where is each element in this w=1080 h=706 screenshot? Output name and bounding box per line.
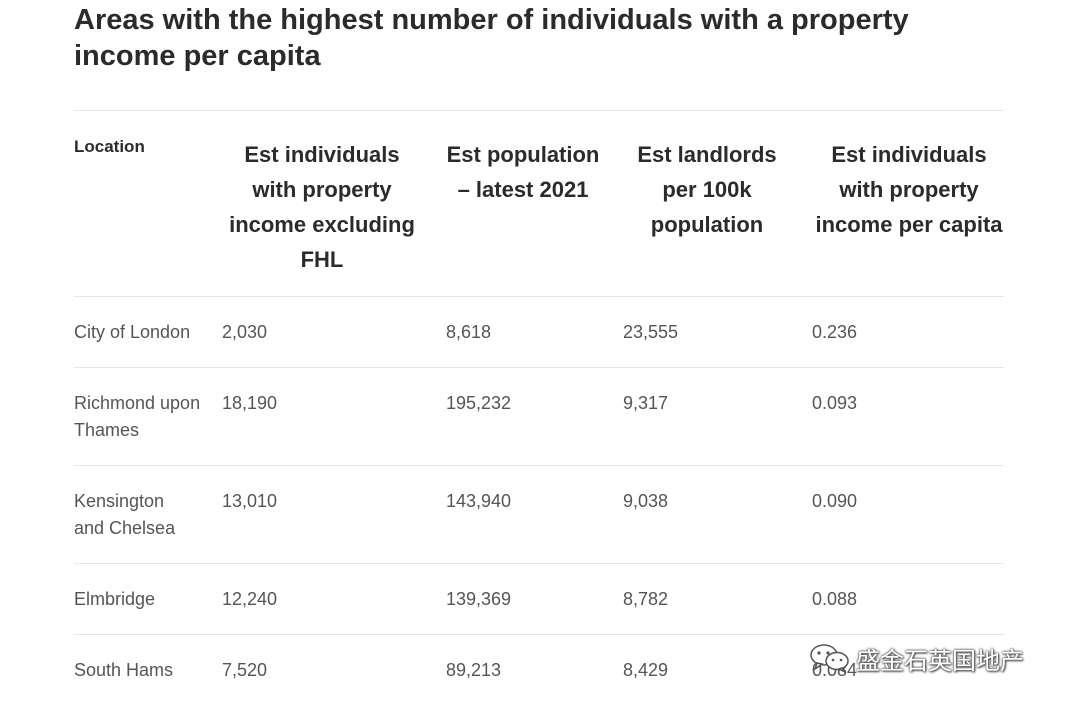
- landlords-cell: 8,782: [623, 589, 669, 609]
- per-capita-cell: 0.093: [812, 393, 858, 413]
- row-divider: [74, 563, 1004, 564]
- per-capita-cell: 0.236: [812, 322, 858, 342]
- individuals-cell: 13,010: [222, 491, 278, 511]
- per-capita-cell: 0.088: [812, 589, 858, 609]
- individuals-cell: 7,520: [222, 660, 268, 680]
- row-divider: [74, 367, 1004, 368]
- population-cell: 8,618: [446, 322, 492, 342]
- watermark-text: 盛金石英国地产: [856, 646, 1024, 675]
- per-capita-cell: 0.090: [812, 491, 858, 511]
- landlords-cell: 9,317: [623, 393, 669, 413]
- landlords-cell: 23,555: [623, 322, 679, 342]
- population-cell: 139,369: [446, 589, 512, 609]
- table-top-divider: [74, 110, 1004, 111]
- location-cell: Richmond upon Thames: [74, 393, 201, 440]
- column-header-location: Location: [74, 137, 145, 156]
- location-cell: Kensington and Chelsea: [74, 491, 176, 538]
- location-cell: South Hams: [74, 660, 174, 680]
- location-cell: City of London: [74, 322, 191, 342]
- column-header-individuals: Est individuals with property income exc…: [229, 142, 415, 272]
- column-header-landlords: Est landlords per 100k population: [637, 142, 777, 237]
- header-divider: [74, 296, 1004, 297]
- landlords-cell: 8,429: [623, 660, 669, 680]
- page-title: Areas with the highest number of individ…: [74, 4, 909, 72]
- location-cell: Elmbridge: [74, 589, 156, 609]
- column-header-per-capita: Est individuals with property income per…: [815, 142, 1003, 237]
- column-header-population: Est population – latest 2021: [446, 142, 600, 202]
- population-cell: 195,232: [446, 393, 512, 413]
- individuals-cell: 12,240: [222, 589, 278, 609]
- individuals-cell: 2,030: [222, 322, 268, 342]
- row-divider: [74, 465, 1004, 466]
- population-cell: 89,213: [446, 660, 502, 680]
- individuals-cell: 18,190: [222, 393, 278, 413]
- population-cell: 143,940: [446, 491, 512, 511]
- landlords-cell: 9,038: [623, 491, 669, 511]
- watermark: 盛金石英国地产: [808, 640, 1024, 676]
- wechat-logo-icon: [808, 642, 850, 674]
- row-divider: [74, 634, 1004, 635]
